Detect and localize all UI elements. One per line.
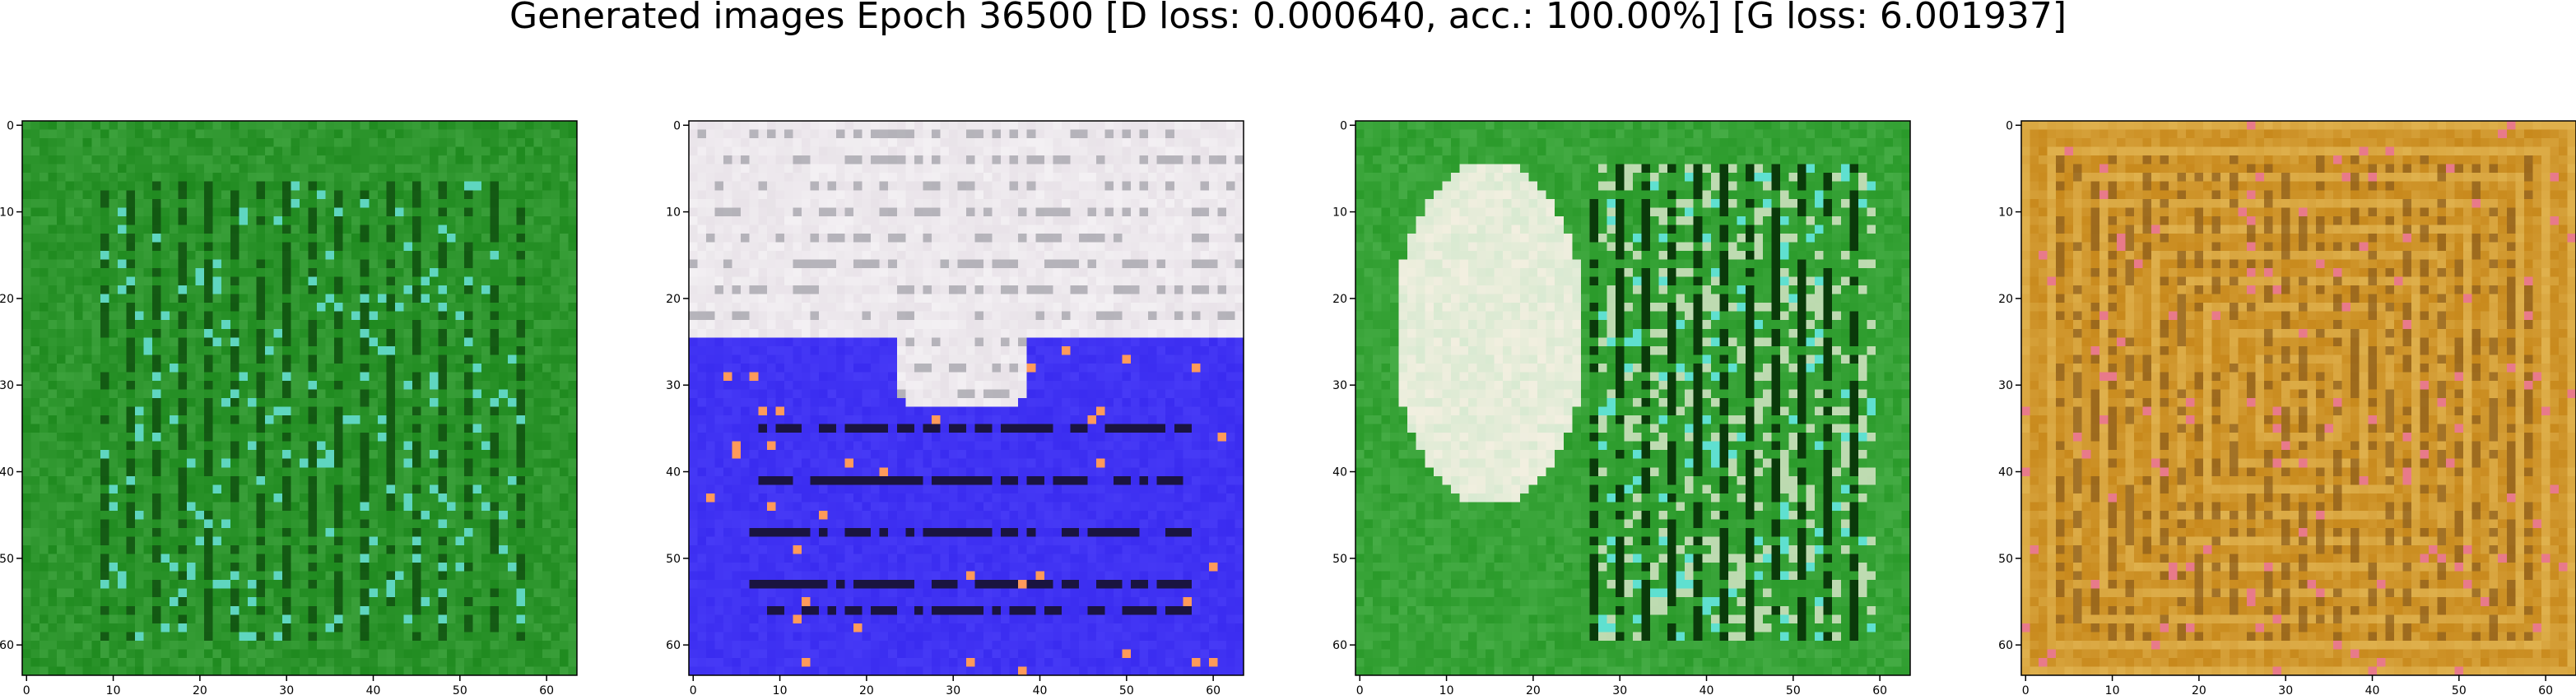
x-tick-label: 20 [193, 684, 207, 695]
y-tick-label: 50 [1998, 553, 2013, 566]
x-tick-label: 0 [690, 684, 697, 695]
x-tick-label: 40 [366, 684, 381, 695]
y-tick-label: 0 [2006, 119, 2013, 132]
x-tick-label: 60 [539, 684, 554, 695]
x-tick-label: 50 [2452, 684, 2467, 695]
x-tick-label: 50 [453, 684, 467, 695]
y-tick-label: 0 [1340, 119, 1347, 132]
x-tick-label: 30 [2278, 684, 2293, 695]
y-tick-label: 30 [0, 379, 14, 392]
y-tick-label: 20 [666, 293, 681, 306]
x-tick-label: 60 [1872, 684, 1887, 695]
y-tick-label: 40 [666, 466, 681, 480]
generated-image-2 [689, 121, 1244, 676]
x-tick-label: 20 [859, 684, 874, 695]
x-tick-label: 60 [1206, 684, 1221, 695]
axes-frame [1355, 120, 1911, 676]
x-tick-label: 30 [1612, 684, 1627, 695]
panel-2-axes: 0 10 20 30 40 50 60 0 10 20 30 40 50 60 [666, 119, 1244, 695]
x-tick-label: 10 [106, 684, 121, 695]
y-tick-label: 20 [1998, 293, 2013, 306]
panel-2: 0 10 20 30 40 50 60 0 10 20 30 40 50 60 [666, 119, 1244, 695]
x-tick-label: 50 [1786, 684, 1801, 695]
y-tick-label: 10 [0, 206, 14, 220]
panel-3: 0 10 20 30 40 50 60 0 10 20 30 40 50 60 [1332, 119, 1911, 695]
y-tick-label: 20 [0, 293, 14, 306]
axes-frame [21, 120, 578, 676]
y-tick-label: 60 [0, 639, 14, 652]
x-tick-label: 40 [1700, 684, 1714, 695]
y-tick-label: 50 [666, 553, 681, 566]
y-tick-label: 40 [0, 466, 14, 480]
y-tick-label: 60 [1998, 639, 2013, 652]
x-tick-label: 10 [773, 684, 788, 695]
x-tick-label: 30 [946, 684, 960, 695]
y-tick-label: 20 [1332, 293, 1347, 306]
axes-frame [2020, 120, 2576, 676]
y-tick-label: 30 [1998, 379, 2013, 392]
x-tick-label: 50 [1119, 684, 1134, 695]
y-tick-label: 30 [1332, 379, 1347, 392]
y-tick-label: 10 [1998, 206, 2013, 220]
y-tick-label: 0 [7, 119, 14, 132]
panel-1: 0 10 20 30 40 50 60 0 10 20 30 40 50 60 [0, 119, 578, 695]
y-tick-label: 0 [673, 119, 681, 132]
x-tick-label: 60 [2538, 684, 2553, 695]
x-tick-label: 20 [1526, 684, 1541, 695]
panel-4: 0 10 20 30 40 50 60 0 10 20 30 40 50 60 [1998, 119, 2576, 695]
x-tick-label: 0 [23, 684, 30, 695]
y-tick-label: 60 [666, 639, 681, 652]
x-tick-label: 0 [1356, 684, 1364, 695]
panel-1-axes: 0 10 20 30 40 50 60 0 10 20 30 40 50 60 [0, 119, 578, 695]
y-tick-label: 10 [1332, 206, 1347, 220]
x-tick-label: 10 [2105, 684, 2120, 695]
x-tick-label: 0 [2022, 684, 2030, 695]
generated-image-3 [1355, 121, 1911, 676]
y-tick-label: 40 [1332, 466, 1347, 480]
y-tick-label: 40 [1998, 466, 2013, 480]
x-tick-label: 20 [2192, 684, 2206, 695]
figure-title: Generated images Epoch 36500 [D loss: 0.… [509, 0, 2067, 37]
panel-3-axes: 0 10 20 30 40 50 60 0 10 20 30 40 50 60 [1332, 119, 1911, 695]
y-tick-label: 60 [1332, 639, 1347, 652]
x-tick-label: 40 [2365, 684, 2380, 695]
x-tick-label: 10 [1439, 684, 1454, 695]
y-tick-label: 50 [0, 553, 14, 566]
y-tick-label: 10 [666, 206, 681, 220]
panel-4-axes: 0 10 20 30 40 50 60 0 10 20 30 40 50 60 [1998, 119, 2576, 695]
y-tick-label: 50 [1332, 553, 1347, 566]
generated-image-4 [2021, 121, 2576, 676]
x-tick-label: 30 [279, 684, 294, 695]
axes-frame [688, 120, 1244, 676]
x-tick-label: 40 [1033, 684, 1048, 695]
y-tick-label: 30 [666, 379, 681, 392]
generated-image-1 [22, 121, 578, 676]
